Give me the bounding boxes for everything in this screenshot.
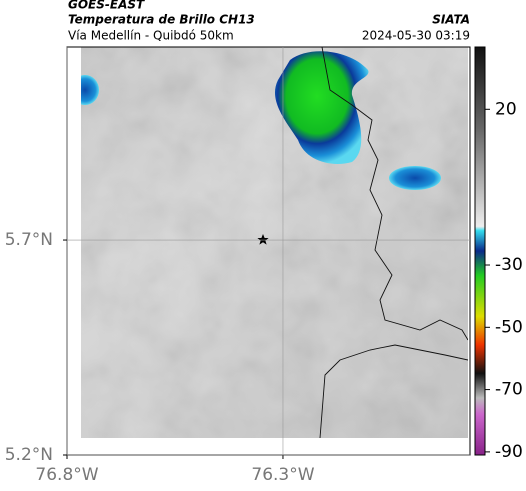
- colorbar-tick-label: -50: [495, 317, 523, 337]
- y-tick-label: 5.7°N: [5, 230, 53, 250]
- y-tick-label: 5.2°N: [5, 445, 53, 465]
- subtitle: Temperatura de Brillo CH13: [68, 13, 255, 27]
- colorbar-tick-label: -90: [495, 442, 523, 462]
- timestamp: 2024-05-30 03:19: [362, 29, 470, 43]
- route: Vía Medellín - Quibdó 50km: [68, 29, 234, 43]
- x-tick-label: 76.3°W: [251, 465, 314, 485]
- source: SIATA: [432, 13, 470, 27]
- colorbar-tick-label: -70: [495, 380, 523, 400]
- colorbar: [474, 46, 486, 456]
- title: GOES-EAST: [68, 0, 145, 12]
- location-marker: [257, 234, 269, 245]
- x-tick-label: 76.8°W: [35, 465, 98, 485]
- colorbar-tick-label: -30: [495, 255, 523, 275]
- colorbar-tick-label: 20: [495, 99, 517, 119]
- satellite-image: [81, 47, 468, 438]
